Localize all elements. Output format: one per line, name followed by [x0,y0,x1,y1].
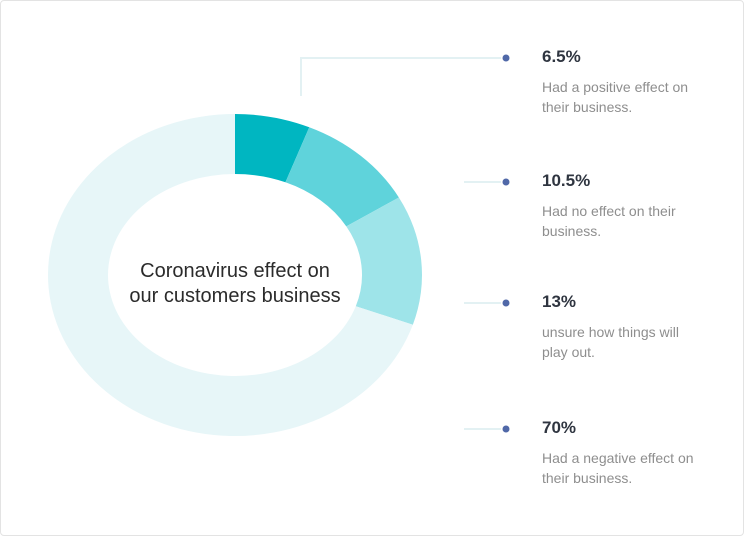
legend-dot [502,299,510,307]
donut-segment [48,114,413,436]
legend-dot [502,178,510,186]
legend-label: Had a positive effect on their business. [542,79,689,115]
legend-dot [502,425,510,433]
legend-dot [502,54,510,62]
legend-label: Had no effect on their business. [542,203,676,239]
legend-label: unsure how things will play out. [542,324,679,360]
legend-label: Had a negative effect on their business. [542,450,694,486]
connector [300,57,501,96]
donut-segment [285,127,399,227]
donut-segment [235,114,310,183]
legend-value: 10.5% [542,171,591,190]
legend-value: 6.5% [542,47,581,66]
legend-value: 13% [542,292,577,311]
donut-segment [346,197,422,325]
legend-value: 70% [542,418,577,437]
chart-title: Coronavirus effect on our customers busi… [129,260,341,307]
